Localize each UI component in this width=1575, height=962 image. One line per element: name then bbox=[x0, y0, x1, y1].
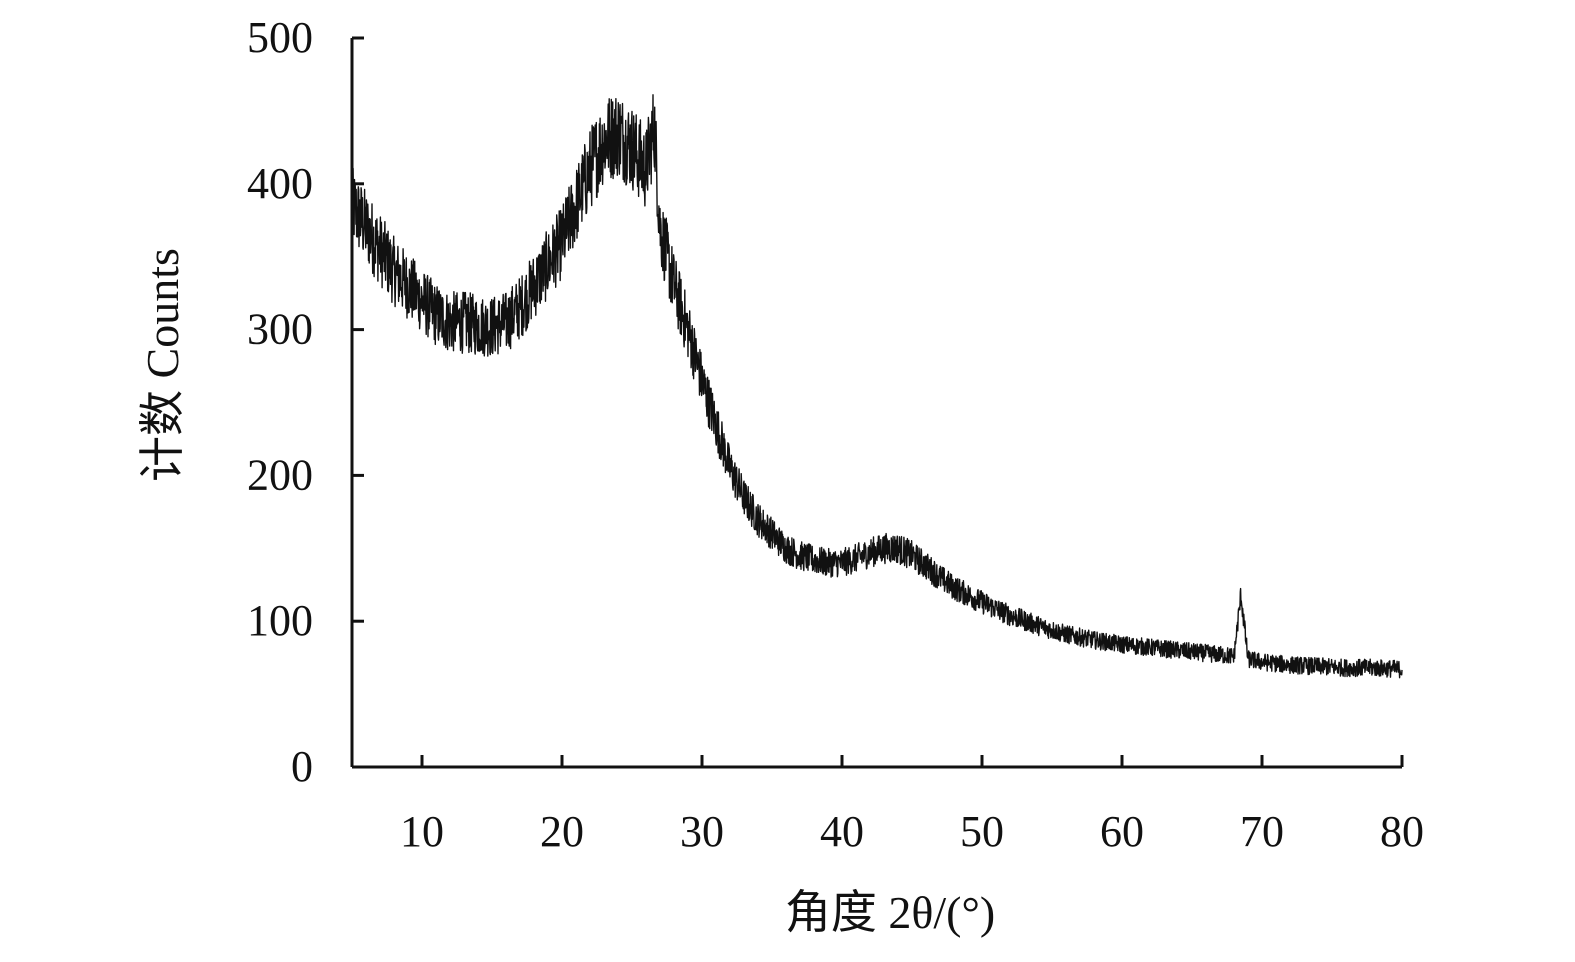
x-tick-label: 20 bbox=[540, 807, 584, 856]
series-line-0 bbox=[351, 94, 1403, 679]
axes: 0 100 200 300 400 500 10 20 30 40 50 60 70 80 bbox=[247, 13, 1424, 856]
x-tick-label: 50 bbox=[960, 807, 1004, 856]
y-axis-title: 计数 Counts bbox=[137, 248, 188, 482]
x-tick-label: 70 bbox=[1240, 807, 1284, 856]
x-tick-label: 30 bbox=[680, 807, 724, 856]
x-tick-label: 10 bbox=[400, 807, 444, 856]
y-tick-label: 100 bbox=[247, 596, 313, 645]
y-tick-label: 0 bbox=[291, 742, 313, 791]
x-tick-label: 80 bbox=[1380, 807, 1424, 856]
x-axis-title: 角度 2θ/(°) bbox=[785, 887, 995, 938]
x-tick-label: 60 bbox=[1100, 807, 1144, 856]
y-tick-label: 300 bbox=[247, 305, 313, 354]
y-tick-label: 500 bbox=[247, 13, 313, 62]
data-layer bbox=[351, 94, 1403, 679]
x-tick-label: 40 bbox=[820, 807, 864, 856]
y-tick-label: 200 bbox=[247, 450, 313, 499]
y-tick-label: 400 bbox=[247, 159, 313, 208]
